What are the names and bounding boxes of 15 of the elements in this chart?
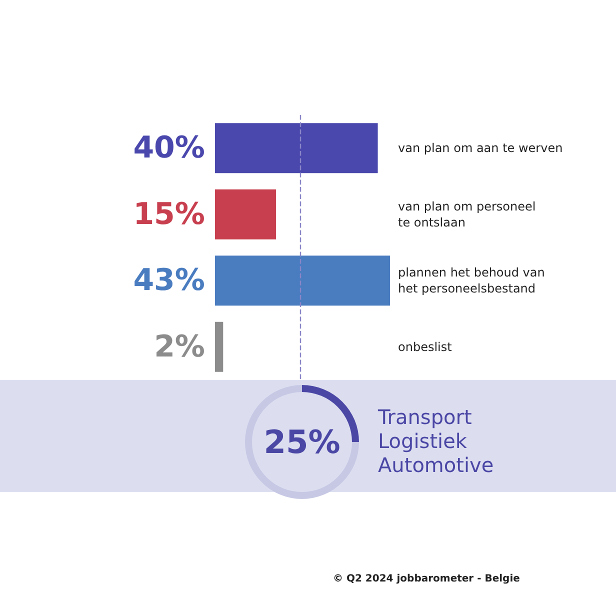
bar — [215, 189, 276, 240]
data-label: 40% — [133, 130, 205, 166]
data-label: 15% — [133, 196, 205, 232]
text: Transport Logistiek Automotive — [377, 405, 494, 477]
y-tick-label: plannen het behoud van het personeelsbestand — [398, 266, 545, 296]
y-tick-label: van plan om aan te werven — [398, 141, 563, 156]
data-label: 25% — [264, 423, 340, 461]
text: © Q2 2024 jobbarometer - Belgie — [333, 574, 520, 584]
y-tick-label: onbeslist — [398, 340, 452, 354]
data-label: 2% — [154, 329, 205, 364]
bar — [215, 322, 224, 372]
bar — [215, 123, 378, 174]
data-label: 43% — [133, 263, 205, 298]
y-tick-label: van plan om personeel te ontslaan — [398, 199, 536, 230]
bar — [215, 256, 390, 306]
